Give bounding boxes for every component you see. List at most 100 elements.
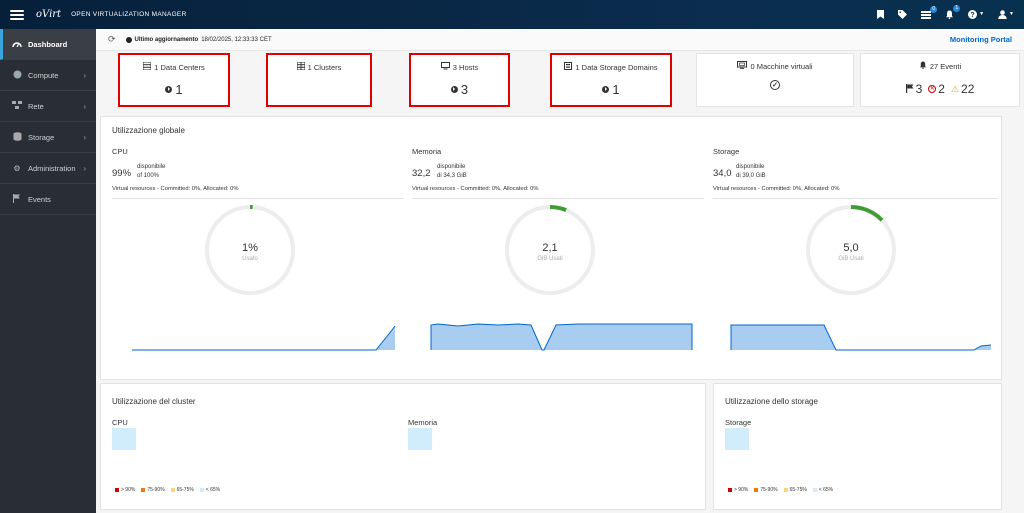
legend-item: > 90%	[115, 487, 135, 493]
storage-icon	[12, 131, 22, 143]
virtual-resources: Virtual resources - Committed: 0%, Alloc…	[112, 186, 239, 192]
donut-label: GiB Usati	[838, 256, 864, 262]
donut-value: 1%	[242, 242, 258, 254]
card-value-text: 1	[175, 82, 183, 97]
panel-title: Utilizzazione globale	[112, 126, 185, 135]
global-utilization-panel: Utilizzazione globale CPU 99% disponibil…	[100, 116, 1002, 380]
up-status-icon	[165, 86, 173, 93]
divider	[713, 198, 998, 199]
sidebar-item-storage[interactable]: Storage ›	[0, 122, 96, 153]
memory-utilization: Memoria 32,2 disponibile di 34,3 GiB Vir…	[401, 117, 704, 387]
available-total: di 34,3 GiB	[437, 173, 467, 179]
card-hosts[interactable]: 3 Hosts 3	[409, 53, 510, 107]
dashboard-toolbar: ⟳ Ultimo aggiornamento 18/02/2025, 12:33…	[96, 29, 1024, 51]
legend-item: 65-75%	[783, 487, 807, 493]
sparkline-line	[430, 323, 693, 351]
card-title-text: 3 Hosts	[452, 62, 479, 72]
donut-label: Usato	[242, 256, 258, 262]
card-data-centers[interactable]: 1 Data Centers 1	[118, 53, 230, 107]
last-update: Ultimo aggiornamento 18/02/2025, 12:33:3…	[125, 36, 272, 43]
sparkline-area	[431, 324, 692, 350]
sparkline-area	[731, 325, 836, 350]
card-title-text: 0 Macchine virtuali	[750, 61, 813, 71]
sidebar-item-dashboard[interactable]: Dashboard	[0, 29, 96, 60]
storage-utilization-panel: Utilizzazione dello storage Storage > 90…	[713, 383, 1002, 510]
cluster-utilization-panel: Utilizzazione del cluster CPU Memoria > …	[100, 383, 706, 510]
main-content: ⟳ Ultimo aggiornamento 18/02/2025, 12:33…	[96, 29, 1024, 513]
sparkline-chart[interactable]	[719, 310, 1001, 360]
errors-count: 2	[938, 82, 945, 96]
chevron-right-icon: ›	[83, 101, 86, 111]
cluster-icon	[296, 61, 306, 72]
refresh-icon[interactable]: ⟳	[108, 34, 116, 44]
sparkline-chart[interactable]	[118, 310, 400, 360]
tasks-icon[interactable]: 0	[921, 5, 938, 19]
check-circle-icon: ✓	[770, 80, 780, 90]
panel-title: Utilizzazione dello storage	[725, 397, 818, 406]
card-value-text: 1	[612, 82, 620, 97]
donut-value: 2,1	[542, 242, 558, 254]
card-data-storage-domains[interactable]: 1 Data Storage Domains 1	[550, 53, 672, 107]
sidebar-item-events[interactable]: Events	[0, 184, 96, 215]
sidebar-item-rete[interactable]: Rete ›	[0, 91, 96, 122]
bookmark-icon[interactable]	[877, 10, 885, 19]
donut-used-arc	[806, 205, 896, 295]
card-title-text: 27 Eventi	[929, 61, 962, 71]
card-value-text: 3	[460, 82, 469, 97]
host-icon	[440, 62, 450, 72]
donut-used-arc	[505, 205, 595, 295]
sidebar-item-label: Events	[28, 194, 51, 204]
virtual-resources: Virtual resources - Committed: 0%, Alloc…	[412, 186, 539, 192]
available-value: 34,0	[713, 168, 732, 179]
brand-logo[interactable]: oVirt	[36, 9, 62, 20]
cluster-memory-heatmap-cell[interactable]	[408, 428, 432, 450]
divider	[112, 198, 404, 199]
sidebar-item-compute[interactable]: Compute ›	[0, 60, 96, 91]
clock-icon	[125, 36, 132, 43]
available-label: disponibile	[137, 164, 166, 170]
storage-heatmap-cell[interactable]	[725, 428, 749, 450]
cluster-cpu-heatmap-cell[interactable]	[112, 428, 136, 450]
flag-icon	[12, 193, 22, 205]
legend-swatch-blue	[199, 488, 204, 492]
card-clusters[interactable]: 1 Clusters	[266, 53, 372, 107]
up-status-icon	[602, 86, 610, 93]
sidebar: Dashboard Compute › Rete › Storage › ⚙ A…	[0, 29, 96, 513]
sidebar-item-label: Administration	[28, 163, 76, 173]
legend-swatch-blue	[812, 488, 817, 492]
sidebar-item-administration[interactable]: ⚙ Administration ›	[0, 153, 96, 184]
help-icon[interactable]: ? ▼	[968, 10, 984, 19]
last-update-value: 18/02/2025, 12:33:33 CET	[201, 36, 272, 43]
events-warnings[interactable]: ⚠ 22	[951, 82, 974, 96]
warning-triangle-icon: ⚠	[950, 83, 960, 94]
card-value: 3	[450, 82, 469, 97]
cluster-cpu-label: CPU	[112, 418, 128, 427]
menu-toggle-icon[interactable]	[10, 9, 24, 20]
user-icon[interactable]: ▼	[998, 10, 1014, 19]
svg-text:?: ?	[970, 12, 974, 19]
vm-icon	[737, 61, 748, 71]
column-title: Memoria	[412, 147, 442, 156]
card-virtual-machines[interactable]: 0 Macchine virtuali ✓	[696, 53, 854, 107]
notifications-bell-icon[interactable]: 1	[945, 5, 961, 19]
sidebar-item-label: Dashboard	[28, 39, 68, 49]
top-icons: 0 1 ? ▼ ▼	[877, 0, 1014, 29]
donut-chart[interactable]	[502, 202, 598, 298]
up-status-icon	[450, 86, 458, 93]
card-title: 3 Hosts	[440, 62, 479, 72]
column-title: CPU	[112, 147, 128, 156]
card-title: 0 Macchine virtuali	[737, 61, 813, 71]
monitoring-portal-link[interactable]: Monitoring Portal	[949, 35, 1012, 44]
donut-chart[interactable]	[202, 202, 298, 298]
events-errors[interactable]: ✕ 2	[928, 82, 945, 96]
sidebar-item-label: Storage	[28, 132, 55, 142]
tag-icon[interactable]	[898, 10, 908, 19]
tasks-badge: 0	[930, 5, 938, 13]
product-name: OPEN VIRTUALIZATION MANAGER	[71, 11, 187, 18]
sparkline-chart[interactable]	[418, 310, 700, 360]
card-events[interactable]: 27 Eventi 3 ✕ 2 ⚠ 22	[860, 53, 1020, 107]
events-alerts[interactable]: 3	[905, 82, 922, 96]
donut-chart[interactable]	[803, 202, 899, 298]
network-icon	[12, 101, 22, 111]
column-title: Storage	[713, 147, 740, 156]
